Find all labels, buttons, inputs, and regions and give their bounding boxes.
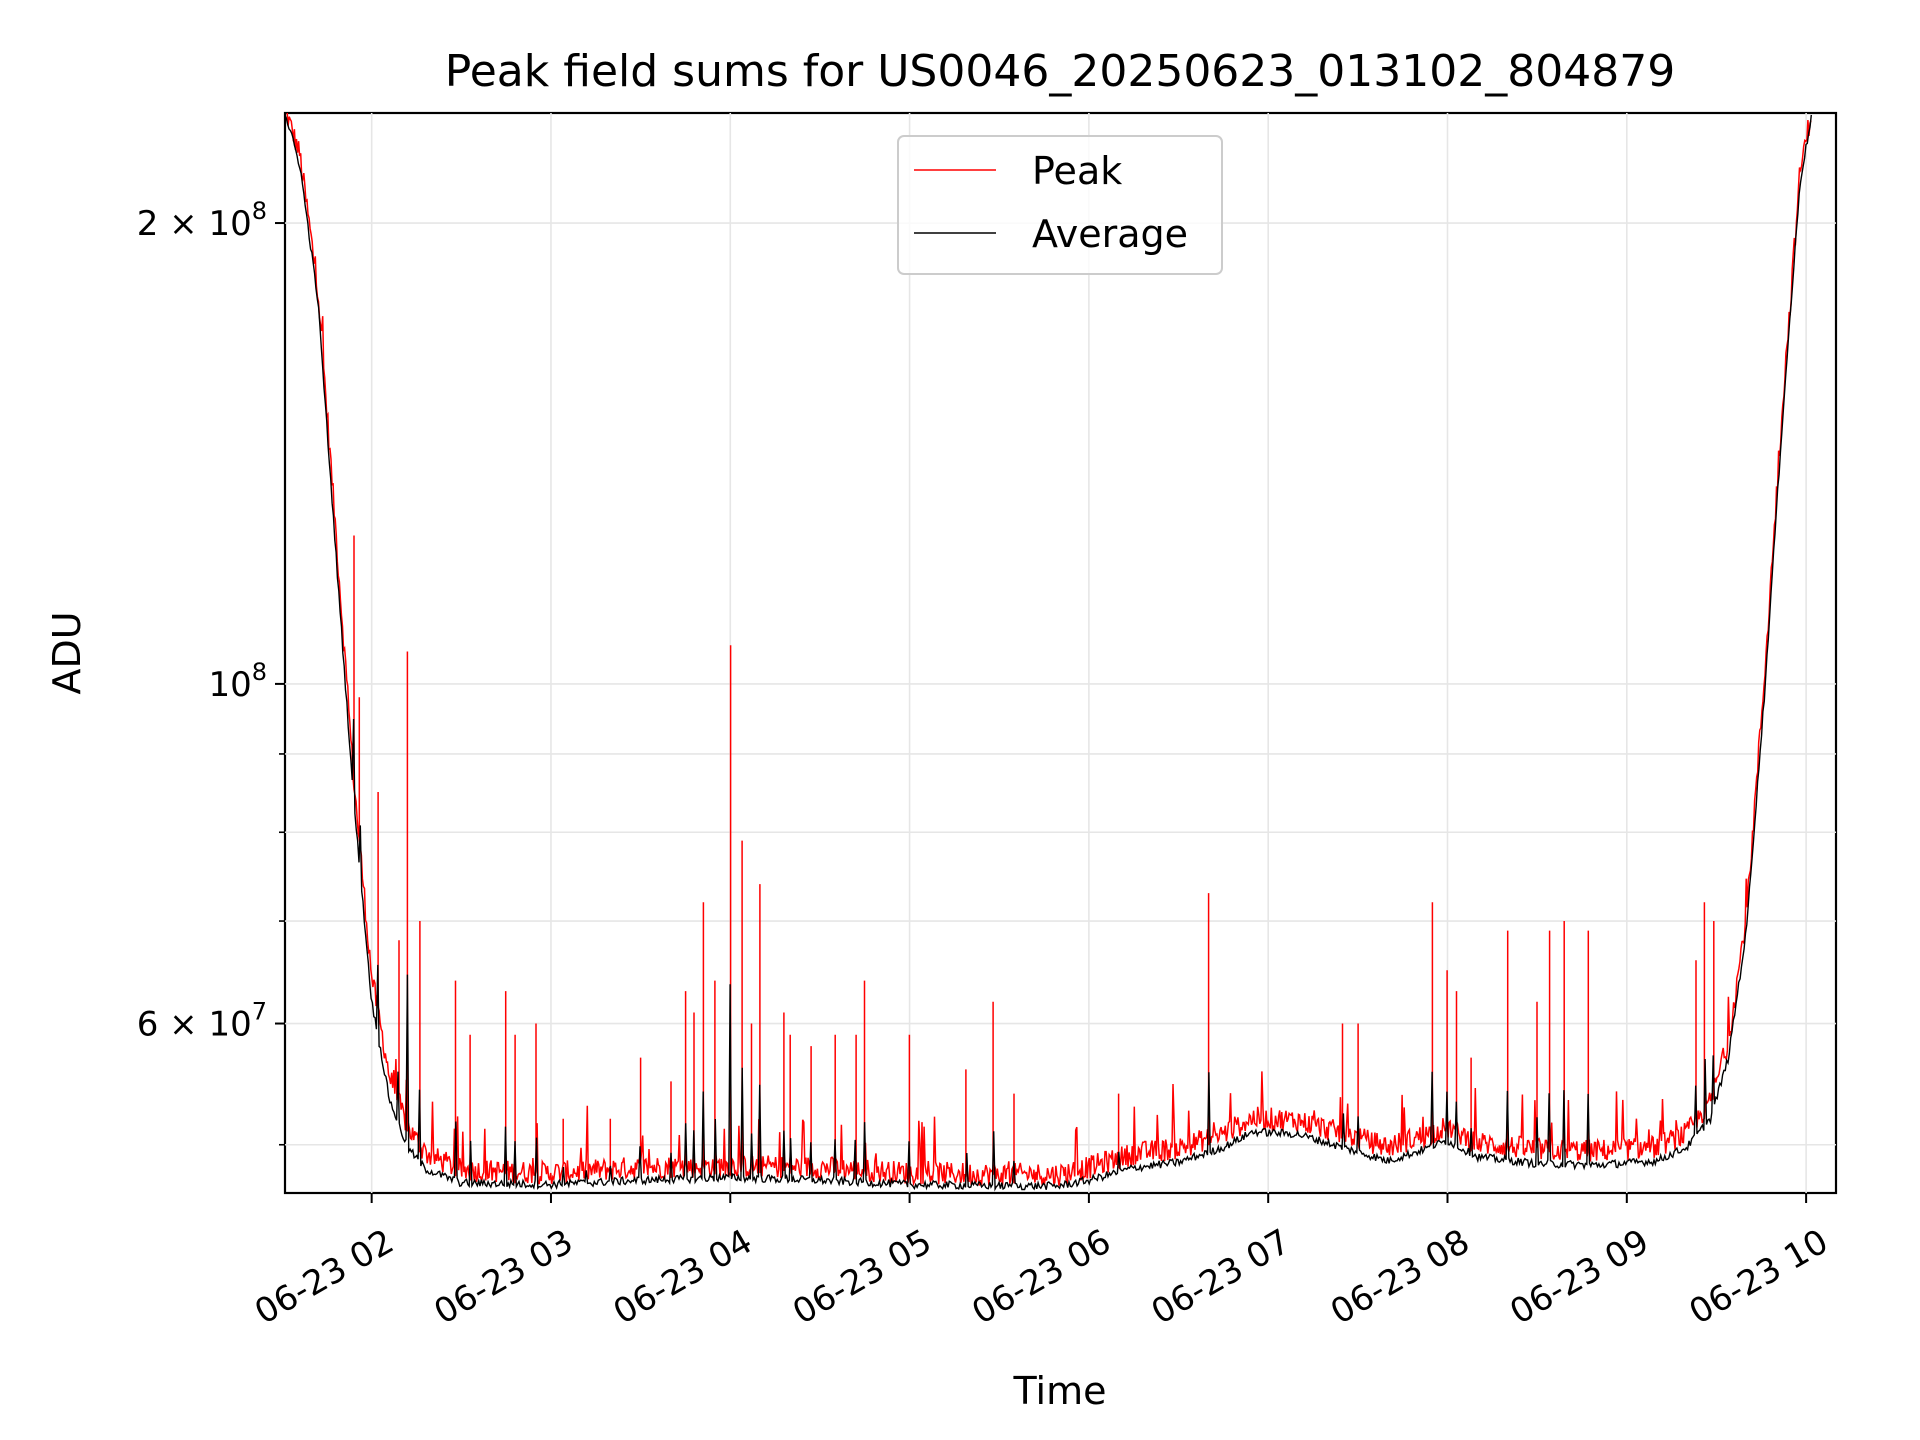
x-tick-label: 06-23 08: [1324, 1222, 1476, 1333]
x-tick-label: 06-23 05: [786, 1222, 938, 1333]
x-tick-label: 06-23 04: [607, 1222, 759, 1333]
x-tick-label: 06-23 02: [248, 1222, 400, 1333]
x-tick-label: 06-23 09: [1503, 1222, 1655, 1333]
series-average-line: [285, 114, 1812, 1192]
legend: Peak Average: [897, 135, 1223, 275]
x-axis-label: Time: [1013, 1369, 1107, 1413]
legend-average-label: Average: [1032, 212, 1188, 256]
plot-frame: [283, 111, 1838, 1195]
x-tick-label: 06-23 10: [1683, 1222, 1835, 1333]
x-tick-label: 06-23 03: [427, 1222, 579, 1333]
legend-peak-label: Peak: [1032, 149, 1122, 193]
y-tick-label: 2 × 108: [137, 197, 267, 244]
x-tick-label: 06-23 07: [1145, 1222, 1297, 1333]
series: [285, 113, 1812, 1192]
x-tick-label: 06-23 06: [965, 1222, 1117, 1333]
y-tick-label: 108: [208, 658, 267, 705]
chart-title: Peak field sums for US0046_20250623_0131…: [445, 46, 1675, 97]
y-axis-label: ADU: [45, 611, 89, 694]
axes: 06-23 02 06-23 03 06-23 04 06-23 05 06-23 06…: [137, 197, 1835, 1333]
y-tick-label: 6 × 107: [137, 998, 267, 1045]
